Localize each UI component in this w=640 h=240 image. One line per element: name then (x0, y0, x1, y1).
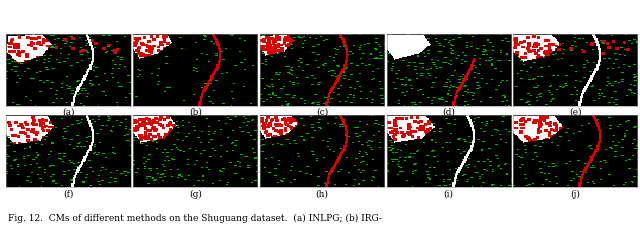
Text: (i): (i) (444, 190, 454, 199)
Text: (g): (g) (189, 190, 202, 199)
Text: Fig. 12.  CMs of different methods on the Shuguang dataset.  (a) INLPG; (b) IRG-: Fig. 12. CMs of different methods on the… (8, 214, 382, 223)
Text: (a): (a) (62, 108, 75, 117)
Text: (f): (f) (63, 190, 74, 199)
Text: (j): (j) (570, 190, 580, 199)
Text: (h): (h) (316, 190, 328, 199)
Text: (e): (e) (569, 108, 582, 117)
Text: (b): (b) (189, 108, 202, 117)
Text: (c): (c) (316, 108, 328, 117)
Text: (d): (d) (442, 108, 455, 117)
